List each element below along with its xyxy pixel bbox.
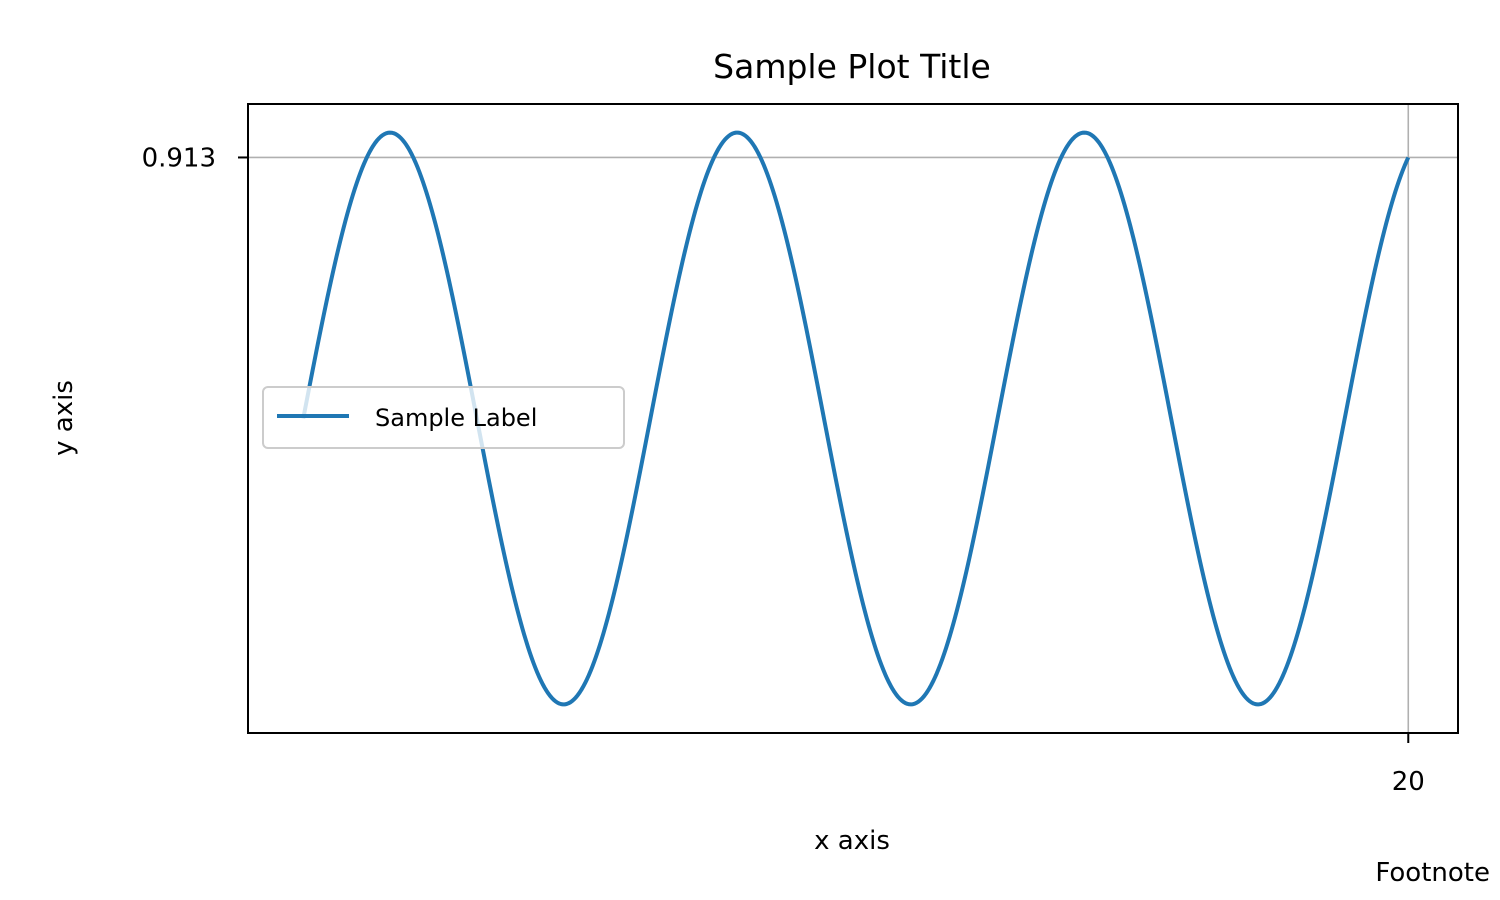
series-layer: [301, 130, 1411, 707]
legend-box: [262, 386, 625, 449]
chart-title: Sample Plot Title: [713, 47, 991, 86]
y-tick-label: 0.913: [142, 143, 216, 173]
y-axis-label: y axis: [49, 380, 79, 456]
legend-label: Sample Label: [375, 404, 537, 432]
footnote: Footnote: [1375, 858, 1490, 888]
y-ticks: 0.913: [142, 143, 248, 173]
x-axis-label: x axis: [814, 826, 890, 856]
series-line-sample-label: [301, 130, 1411, 707]
x-tick-label: 20: [1392, 767, 1425, 797]
legend: Sample Label: [262, 386, 625, 449]
grid-lines: [248, 104, 1458, 733]
x-ticks: 20: [1392, 733, 1425, 797]
axes-frame: [247, 103, 1459, 734]
